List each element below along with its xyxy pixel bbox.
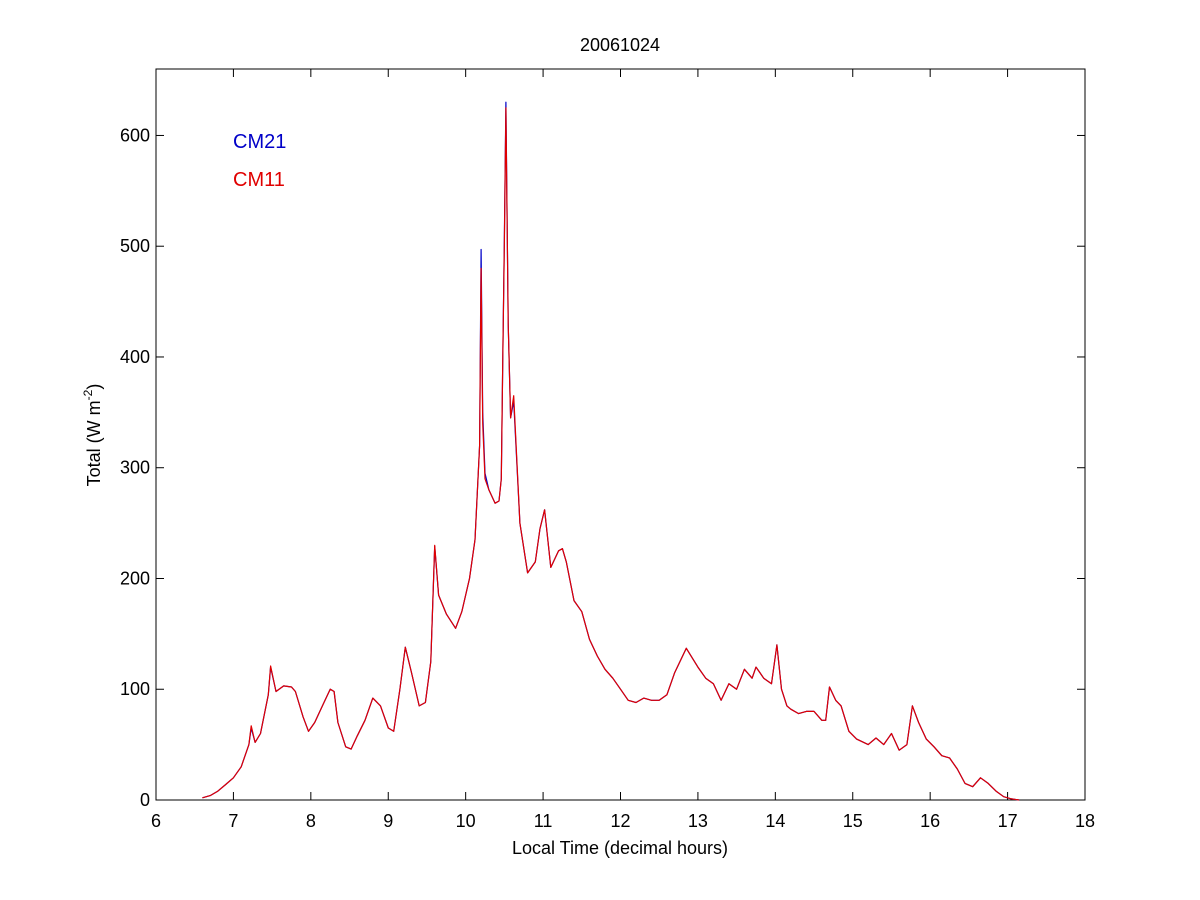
x-tick-label: 7 (228, 811, 238, 831)
series-line-cm11 (202, 107, 1020, 801)
x-tick-label: 10 (456, 811, 476, 831)
x-tick-label: 14 (765, 811, 785, 831)
plot-area (155, 68, 1086, 801)
x-tick-label: 11 (534, 811, 553, 831)
x-tick-label: 15 (843, 811, 863, 831)
chart-title: 20061024 (580, 35, 660, 55)
x-axis-ticks: 6 7 8 9 10 11 12 13 14 15 16 17 18 (151, 69, 1095, 831)
x-tick-label: 8 (306, 811, 316, 831)
y-axis-label-main: Total (W m (84, 400, 104, 486)
y-tick-label: 500 (120, 236, 150, 256)
y-tick-label: 200 (120, 568, 150, 588)
y-tick-label: 0 (140, 790, 150, 810)
y-axis-ticks: 0 100 200 300 400 500 600 (120, 125, 1085, 810)
x-tick-label: 13 (688, 811, 708, 831)
x-axis-label: Local Time (decimal hours) (512, 838, 728, 858)
x-tick-label: 6 (151, 811, 161, 831)
x-tick-label: 18 (1075, 811, 1095, 831)
legend: CM21 CM11 (233, 131, 286, 191)
y-axis-label-exponent: -2 (81, 389, 95, 400)
y-tick-label: 100 (120, 679, 150, 699)
x-tick-label: 9 (383, 811, 393, 831)
y-tick-label: 400 (120, 347, 150, 367)
x-tick-label: 12 (610, 811, 630, 831)
legend-entry-cm11: CM11 (233, 169, 285, 191)
series-lines (202, 101, 1020, 801)
x-tick-label: 17 (998, 811, 1018, 831)
y-axis-label: Total (W m-2) (81, 384, 104, 487)
y-axis-label-close: ) (84, 384, 104, 390)
y-tick-label: 300 (120, 458, 150, 478)
x-tick-label: 16 (920, 811, 940, 831)
y-tick-label: 600 (120, 125, 150, 145)
legend-entry-cm21: CM21 (233, 131, 286, 153)
